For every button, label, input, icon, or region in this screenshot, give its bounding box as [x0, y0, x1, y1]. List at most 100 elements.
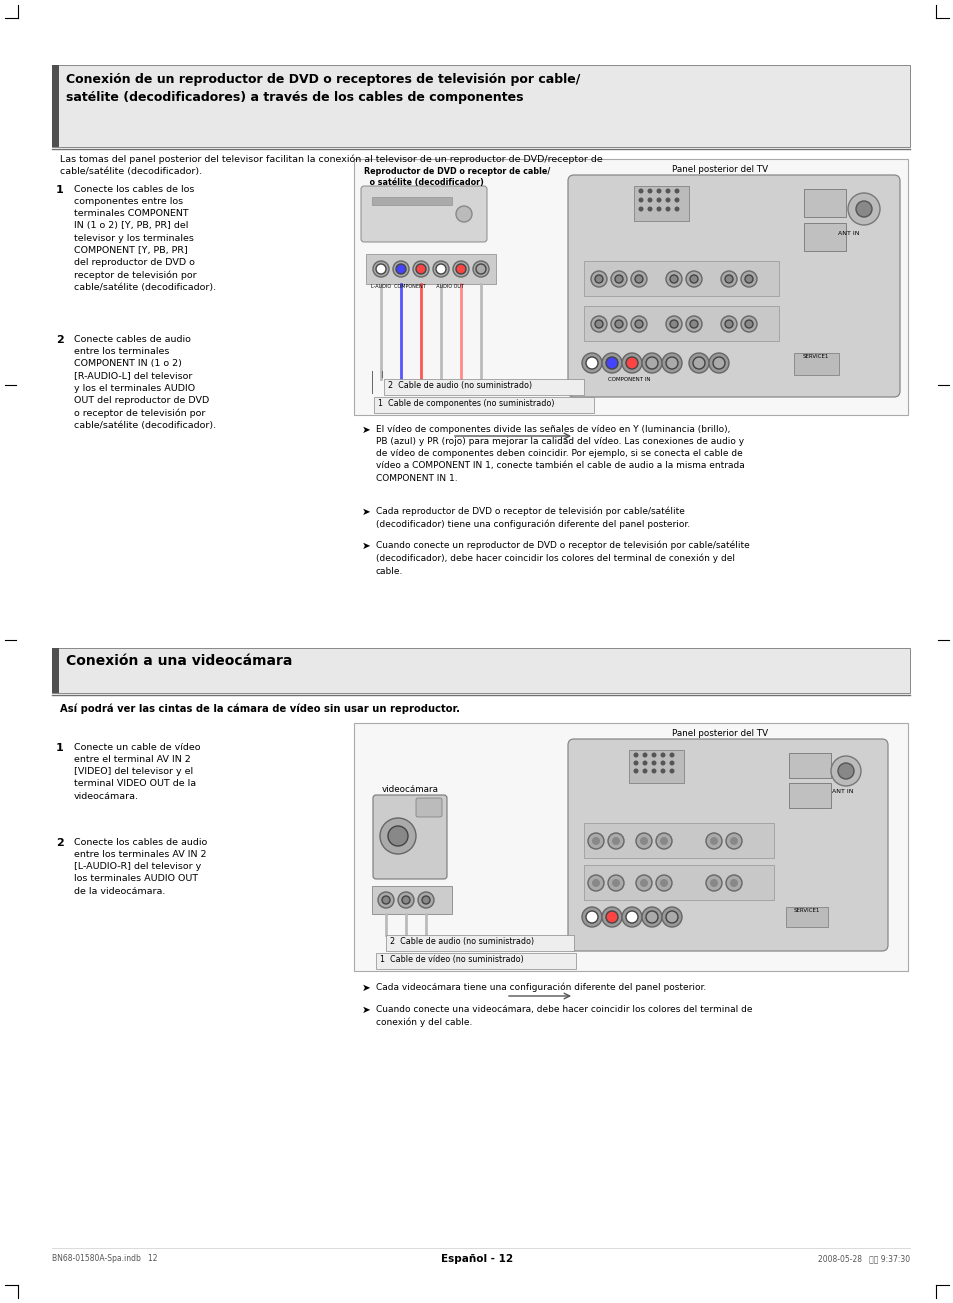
Circle shape — [401, 896, 410, 904]
Circle shape — [638, 198, 643, 202]
Circle shape — [635, 321, 642, 328]
Circle shape — [656, 206, 660, 211]
Circle shape — [587, 876, 603, 891]
FancyBboxPatch shape — [567, 175, 899, 397]
Circle shape — [607, 876, 623, 891]
Circle shape — [625, 357, 638, 369]
Text: ➤: ➤ — [361, 1005, 371, 1015]
Circle shape — [638, 206, 643, 211]
Circle shape — [665, 317, 681, 332]
Text: 2008-05-28   오후 9:37:30: 2008-05-28 오후 9:37:30 — [817, 1253, 909, 1263]
FancyBboxPatch shape — [360, 186, 486, 242]
Circle shape — [585, 357, 598, 369]
Circle shape — [453, 261, 469, 278]
Circle shape — [659, 880, 667, 887]
Circle shape — [612, 880, 619, 887]
Circle shape — [592, 880, 599, 887]
Circle shape — [712, 357, 724, 369]
Circle shape — [689, 321, 698, 328]
Circle shape — [724, 321, 732, 328]
Circle shape — [669, 753, 674, 757]
Text: Español - 12: Español - 12 — [440, 1253, 513, 1264]
Circle shape — [605, 911, 618, 923]
Circle shape — [615, 275, 622, 283]
Circle shape — [659, 761, 665, 765]
Text: L-AUDIO  COMPONENT       AUDIO OUT: L-AUDIO COMPONENT AUDIO OUT — [371, 284, 463, 289]
Circle shape — [630, 317, 646, 332]
Circle shape — [669, 321, 678, 328]
Text: 1  Cable de vídeo (no suministrado): 1 Cable de vídeo (no suministrado) — [379, 955, 523, 964]
Circle shape — [685, 271, 701, 287]
Text: Así podrá ver las cintas de la cámara de vídeo sin usar un reproductor.: Así podrá ver las cintas de la cámara de… — [60, 704, 459, 714]
Text: SERVICE1: SERVICE1 — [793, 908, 820, 913]
Text: Cada videocámara tiene una configuración diferente del panel posterior.: Cada videocámara tiene una configuración… — [375, 982, 705, 993]
Circle shape — [395, 265, 406, 274]
Circle shape — [674, 206, 679, 211]
Circle shape — [641, 353, 661, 373]
FancyBboxPatch shape — [628, 751, 683, 783]
FancyBboxPatch shape — [567, 739, 887, 951]
FancyBboxPatch shape — [634, 186, 688, 222]
FancyBboxPatch shape — [372, 197, 452, 205]
Circle shape — [659, 837, 667, 846]
Text: 1: 1 — [56, 743, 64, 753]
Circle shape — [590, 317, 606, 332]
Circle shape — [705, 833, 721, 850]
Circle shape — [685, 317, 701, 332]
Text: Cuando conecte un reproductor de DVD o receptor de televisión por cable/satélite: Cuando conecte un reproductor de DVD o r… — [375, 541, 749, 576]
FancyBboxPatch shape — [803, 189, 845, 218]
Circle shape — [379, 818, 416, 853]
Circle shape — [476, 265, 485, 274]
FancyBboxPatch shape — [354, 723, 907, 971]
Text: El vídeo de componentes divide las señales de vídeo en Y (luminancia (brillo),
P: El vídeo de componentes divide las señal… — [375, 425, 744, 482]
Text: 2  Cable de audio (no suministrado): 2 Cable de audio (no suministrado) — [390, 937, 534, 946]
Text: Conecte un cable de vídeo
entre el terminal AV IN 2
[VIDEO] del televisor y el
t: Conecte un cable de vídeo entre el termi… — [74, 743, 200, 800]
Circle shape — [665, 271, 681, 287]
Circle shape — [665, 357, 678, 369]
Circle shape — [397, 893, 414, 908]
Text: 1: 1 — [56, 185, 64, 195]
Circle shape — [413, 261, 429, 278]
Circle shape — [692, 357, 704, 369]
Circle shape — [647, 189, 652, 194]
FancyBboxPatch shape — [354, 159, 907, 414]
FancyBboxPatch shape — [374, 397, 594, 413]
Circle shape — [665, 198, 670, 202]
Circle shape — [373, 261, 389, 278]
Circle shape — [645, 357, 658, 369]
Circle shape — [705, 876, 721, 891]
Circle shape — [740, 271, 757, 287]
Text: ANT IN: ANT IN — [831, 790, 853, 794]
FancyBboxPatch shape — [52, 648, 59, 693]
Circle shape — [605, 357, 618, 369]
Circle shape — [647, 198, 652, 202]
Circle shape — [585, 911, 598, 923]
Circle shape — [612, 837, 619, 846]
FancyBboxPatch shape — [793, 353, 838, 375]
Circle shape — [689, 275, 698, 283]
Circle shape — [656, 189, 660, 194]
Circle shape — [641, 761, 647, 765]
Circle shape — [636, 876, 651, 891]
FancyBboxPatch shape — [375, 952, 576, 969]
Text: Panel posterior del TV: Panel posterior del TV — [671, 728, 767, 737]
Text: Conexión a una videocámara: Conexión a una videocámara — [66, 654, 292, 668]
Circle shape — [656, 198, 660, 202]
Circle shape — [720, 271, 737, 287]
Text: BN68-01580A-Spa.indb   12: BN68-01580A-Spa.indb 12 — [52, 1253, 157, 1263]
Circle shape — [674, 198, 679, 202]
Text: ANT IN: ANT IN — [838, 231, 859, 236]
FancyBboxPatch shape — [416, 797, 441, 817]
Circle shape — [674, 189, 679, 194]
Circle shape — [610, 271, 626, 287]
Circle shape — [615, 321, 622, 328]
Circle shape — [630, 271, 646, 287]
FancyBboxPatch shape — [373, 795, 447, 880]
Circle shape — [595, 321, 602, 328]
Text: 2: 2 — [56, 335, 64, 345]
Circle shape — [621, 907, 641, 926]
Circle shape — [645, 911, 658, 923]
Circle shape — [709, 837, 718, 846]
FancyBboxPatch shape — [583, 823, 773, 857]
Circle shape — [729, 837, 738, 846]
